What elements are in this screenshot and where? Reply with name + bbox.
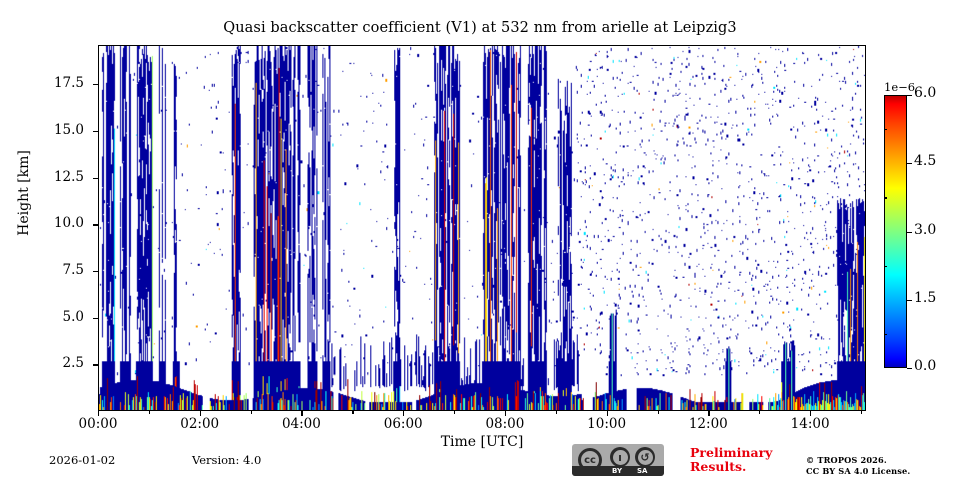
y-tick-label: 10.0 <box>53 215 84 232</box>
copyright-line-2: CC BY SA 4.0 License. <box>806 465 911 476</box>
x-tick <box>301 411 303 416</box>
cc-mark-text: cc <box>581 451 599 469</box>
colorbar-minor-tick <box>884 265 887 267</box>
preliminary-line-1: Preliminary <box>690 445 773 460</box>
x-tick-label: 14:00 <box>790 416 830 432</box>
colorbar-tick <box>907 299 912 301</box>
y-tick <box>93 84 98 86</box>
preliminary-results-note: Preliminary Results. <box>690 446 800 474</box>
x-tick <box>708 411 710 416</box>
y-tick-label: 12.5 <box>53 168 84 185</box>
y-tick-label: 5.0 <box>62 308 84 325</box>
colorbar-tick <box>907 231 912 233</box>
y-axis-title: Height [km] <box>16 150 32 236</box>
colorbar-tick-label: 6.0 <box>914 85 937 101</box>
creative-commons-badge[interactable]: cc ı ↺ BY SA <box>572 444 664 476</box>
colorbar-tick <box>907 95 912 97</box>
y-tick <box>93 177 98 179</box>
copyright-note: © TROPOS 2026. CC BY SA 4.0 License. <box>806 455 956 476</box>
colorbar-minor-tick <box>884 333 887 336</box>
x-tick <box>403 411 405 416</box>
x-tick-label: 06:00 <box>383 416 423 432</box>
y-tick-label: 17.5 <box>53 75 84 92</box>
x-tick-label: 02:00 <box>180 416 220 432</box>
y-tick <box>93 224 98 226</box>
y-tick-label: 7.5 <box>62 261 84 278</box>
cc-by-icon: ı <box>610 447 630 467</box>
colorbar-tick-label: 1.5 <box>914 289 937 306</box>
heatmap-canvas <box>99 46 865 410</box>
x-tick <box>199 411 201 416</box>
x-tick-label: 04:00 <box>281 416 321 432</box>
x-tick <box>810 411 812 416</box>
x-tick <box>504 411 507 416</box>
cc-license-strip: BY SA <box>572 466 664 476</box>
colorbar-minor-tick <box>884 129 887 131</box>
y-tick <box>93 317 98 319</box>
copyright-line-1: © TROPOS 2026. <box>806 455 887 465</box>
y-tick <box>93 270 98 273</box>
x-minor-tick <box>148 411 151 414</box>
colorbar-tick <box>907 163 912 165</box>
cc-sa-glyph: ↺ <box>637 449 653 465</box>
x-minor-tick <box>250 411 252 414</box>
cc-by-glyph: ı <box>612 449 628 465</box>
y-tick <box>93 364 98 366</box>
y-tick <box>93 130 98 133</box>
colorbar-tick-label: 3.0 <box>914 221 937 238</box>
x-minor-tick <box>657 411 659 414</box>
x-tick-label: 00:00 <box>78 416 118 432</box>
x-minor-tick <box>759 411 761 414</box>
y-tick-label: 2.5 <box>62 355 84 372</box>
plot-area <box>98 45 866 411</box>
cc-sa-icon: ↺ <box>635 447 655 467</box>
colorbar-minor-tick <box>884 197 887 199</box>
y-tick-label: 15.0 <box>53 121 84 138</box>
colorbar-tick <box>907 368 912 370</box>
x-minor-tick <box>352 411 354 414</box>
chart-title: Quasi backscatter coefficient (V1) at 53… <box>223 20 737 36</box>
x-tick <box>606 411 608 416</box>
colorbar-tick-label: 0.0 <box>914 358 937 374</box>
colorbar-exponent-label: 1e−6 <box>884 80 916 94</box>
x-axis-title: Time [UTC] <box>440 434 524 450</box>
x-minor-tick <box>555 411 557 414</box>
colorbar <box>884 95 907 368</box>
x-tick-label: 12:00 <box>688 416 728 432</box>
x-tick-label: 10:00 <box>587 416 627 432</box>
x-minor-tick <box>454 411 456 414</box>
x-tick <box>98 411 100 416</box>
colorbar-tick-label: 4.5 <box>914 153 937 170</box>
x-minor-tick <box>860 411 863 414</box>
cc-sa-label: SA <box>637 467 648 475</box>
preliminary-line-2: Results. <box>690 459 747 474</box>
figure-version: Version: 4.0 <box>192 453 262 467</box>
cc-by-label: BY <box>612 467 623 475</box>
x-tick-label: 08:00 <box>485 416 525 432</box>
figure-date: 2026-01-02 <box>49 453 116 467</box>
